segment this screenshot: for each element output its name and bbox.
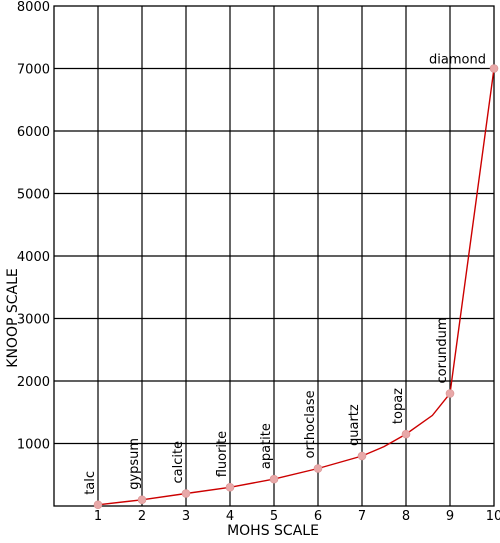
label-talc: talc (83, 471, 98, 495)
label-gypsum: gypsum (127, 438, 142, 490)
label-quartz: quartz (347, 404, 362, 446)
knoop-curve (97, 68, 495, 506)
x-axis-label: MOHS SCALE (227, 523, 319, 539)
x-tick-7: 7 (358, 509, 366, 524)
y-tick-labels: 1000 2000 3000 4000 5000 6000 7000 8000 (17, 0, 50, 453)
x-tick-6: 6 (314, 509, 322, 524)
point-talc (93, 500, 103, 510)
y-tick-8000: 8000 (17, 0, 50, 15)
y-tick-7000: 7000 (17, 63, 50, 78)
series-curve (97, 68, 495, 506)
x-tick-5: 5 (270, 509, 278, 524)
label-fluorite: fluorite (215, 431, 230, 477)
y-axis-label: KNOOP SCALE (5, 268, 21, 367)
label-topaz: topaz (391, 388, 406, 424)
point-corundum (445, 389, 455, 398)
point-fluorite (225, 482, 235, 492)
point-topaz (401, 429, 411, 439)
x-tick-3: 3 (182, 509, 190, 524)
label-corundum: corundum (435, 317, 450, 383)
point-diamond (489, 64, 499, 73)
x-tick-1: 1 (94, 509, 102, 524)
label-diamond: diamond (429, 53, 486, 68)
y-tick-2000: 2000 (17, 375, 50, 390)
x-tick-4: 4 (226, 509, 234, 524)
y-tick-1000: 1000 (17, 438, 50, 453)
x-tick-labels: 1 2 3 4 5 6 7 8 9 10 (94, 509, 500, 524)
data-markers (93, 64, 499, 510)
y-tick-6000: 6000 (17, 125, 50, 140)
y-tick-4000: 4000 (17, 250, 50, 265)
label-apatite: apatite (259, 423, 274, 469)
point-quartz (357, 451, 367, 461)
x-tick-9: 9 (446, 509, 454, 524)
x-tick-10: 10 (486, 509, 500, 524)
x-tick-2: 2 (138, 509, 146, 524)
point-calcite (181, 489, 191, 498)
point-orthoclase (313, 464, 323, 473)
point-apatite (269, 474, 279, 484)
y-tick-5000: 5000 (17, 188, 50, 203)
label-orthoclase: orthoclase (303, 390, 318, 458)
x-tick-8: 8 (402, 509, 410, 524)
y-tick-3000: 3000 (17, 313, 50, 328)
point-gypsum (137, 495, 147, 505)
label-calcite: calcite (171, 441, 186, 484)
grid (53, 5, 495, 507)
mineral-labels: talc gypsum calcite fluorite apatite orthocla… (83, 53, 486, 495)
